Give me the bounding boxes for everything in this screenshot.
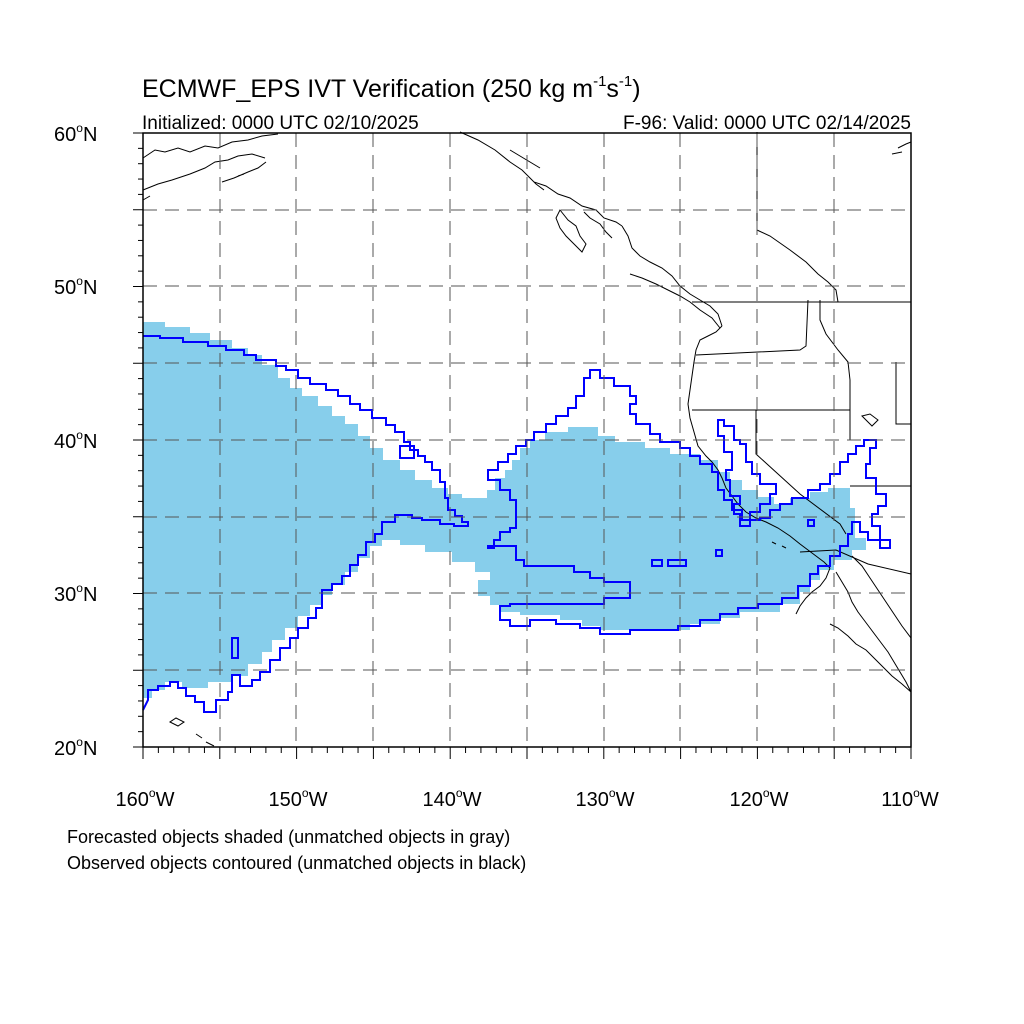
lat-label-50n: 50oN bbox=[54, 274, 97, 299]
observed-contour-small-west bbox=[231, 637, 239, 659]
init-time-label: Initialized: 0000 UTC 02/10/2025 bbox=[142, 113, 419, 134]
coastline-alaska bbox=[142, 133, 279, 201]
coastline-islands-hawaii bbox=[169, 717, 215, 747]
border-us-mexico bbox=[799, 549, 912, 575]
forecast-objects bbox=[143, 322, 866, 698]
lon-label-160w: 160oW bbox=[116, 786, 175, 811]
lon-label-130w: 130oW bbox=[576, 786, 635, 811]
observed-contour-blob-d bbox=[807, 519, 815, 527]
figure-title: ECMWF_EPS IVT Verification (250 kg m-1s-… bbox=[142, 73, 641, 103]
coastlines bbox=[142, 131, 912, 747]
tick-marks bbox=[133, 132, 912, 759]
observed-objects bbox=[142, 335, 891, 713]
latitude-labels: 60oN 50oN 40oN 30oN 20oN bbox=[54, 121, 97, 760]
longitude-labels: 160oW 150oW 140oW 130oW 120oW 110oW bbox=[116, 786, 939, 811]
lon-label-110w: 110oW bbox=[881, 786, 939, 811]
observed-contour-main bbox=[142, 335, 469, 713]
observed-contour-blob-mid bbox=[399, 445, 415, 459]
coastline-us-west bbox=[687, 325, 831, 569]
graticule bbox=[143, 133, 911, 747]
observed-contour-blob-a bbox=[651, 559, 663, 567]
border-ca-nv bbox=[755, 410, 847, 535]
coastline-panhandle bbox=[459, 131, 623, 253]
lat-label-20n: 20oN bbox=[54, 735, 97, 760]
legend-observed-text: Observed objects contoured (unmatched ob… bbox=[67, 853, 526, 873]
border-or-wa bbox=[695, 299, 809, 356]
valid-time-label: F-96: Valid: 0000 UTC 02/14/2025 bbox=[623, 113, 911, 134]
lat-label-30n: 30oN bbox=[54, 581, 97, 606]
lon-label-120w: 120oW bbox=[730, 786, 789, 811]
coastline-islands-channel bbox=[771, 141, 912, 549]
lat-label-60n: 60oN bbox=[54, 121, 97, 146]
coastline-bc bbox=[621, 225, 723, 329]
border-mt bbox=[895, 362, 911, 425]
observed-contour-blob-c bbox=[715, 549, 723, 557]
map-frame bbox=[142, 132, 912, 748]
lon-label-150w: 150oW bbox=[269, 786, 328, 811]
lon-label-140w: 140oW bbox=[423, 786, 482, 811]
canada-yukon-border bbox=[756, 132, 839, 303]
border-or-ca bbox=[692, 409, 851, 440]
coastline-mexico-mainland bbox=[851, 555, 912, 639]
forecast-object-shaded bbox=[143, 322, 866, 698]
lat-label-40n: 40oN bbox=[54, 428, 97, 453]
legend-forecast-text: Forecasted objects shaded (unmatched obj… bbox=[67, 827, 510, 847]
observed-contour-east bbox=[487, 369, 891, 635]
border-id bbox=[819, 300, 851, 410]
coastline-baja bbox=[795, 567, 912, 693]
